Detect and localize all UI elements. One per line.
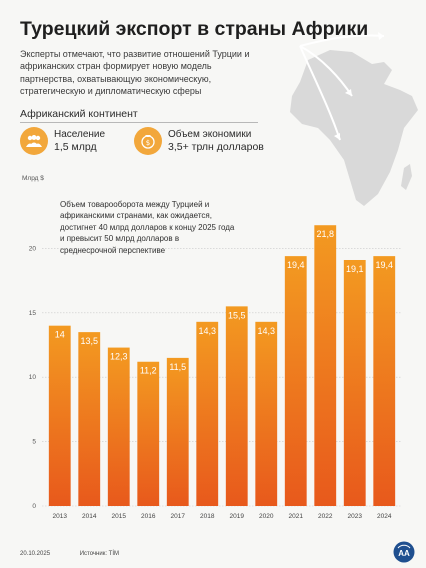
y-tick-label: 0 [32,503,36,510]
x-tick-label: 2014 [82,513,97,520]
x-tick-label: 2015 [112,513,127,520]
bar-2017 [166,357,189,506]
africa-continent-shape [290,50,418,206]
bar-2014 [78,332,101,506]
bar-value-label: 19,4 [375,260,393,270]
bar-value-label: 13,5 [80,336,98,346]
section-divider [20,122,258,123]
page-title: Турецкий экспорт в страны Африки [20,18,369,40]
x-tick-label: 2016 [141,513,156,520]
africa-map [290,32,418,206]
bar-value-label: 14,3 [257,326,275,336]
bar-2021 [284,256,307,506]
y-tick-label: 5 [32,439,36,446]
logo-text: AA [398,549,410,558]
bar-value-label: 11,5 [169,362,186,372]
bar-2016 [137,361,160,506]
y-tick-label: 20 [29,245,37,252]
export-arrow-1 [299,34,385,47]
footer-source: 20.10.2025 Источник: TİM [20,551,119,557]
population-stat: Население 1,5 млрд [20,127,105,155]
economy-value: 3,5+ трлн долларов [168,141,264,153]
bar-value-label: 15,5 [228,310,246,320]
population-value: 1,5 млрд [54,141,97,153]
publish-date: 20.10.2025 [20,551,51,557]
bar-2024 [373,256,396,506]
svg-text:$: $ [146,139,150,147]
trade-note: Объем товарооборота между Турцией и афри… [60,200,235,255]
madagascar-shape [401,164,412,190]
economy-label: Объем экономики [168,128,252,140]
money-bag-icon: $ [134,127,162,155]
bar-value-label: 12,3 [110,352,128,362]
bar-2015 [107,347,130,506]
y-axis-label: Млрд $ [22,175,44,182]
bar-value-label: 19,4 [287,260,305,270]
bar-value-label: 21,8 [316,229,334,239]
bar-value-label: 14 [55,330,65,340]
x-tick-label: 2019 [230,513,245,520]
bar-value-label: 19,1 [346,264,364,274]
export-arrow-3 [299,45,341,141]
x-tick-label: 2021 [289,513,304,520]
x-tick-label: 2023 [348,513,363,520]
economy-stat: $ Объем экономики 3,5+ трлн долларов [134,127,264,155]
x-tick-label: 2024 [377,513,392,520]
aa-logo-icon: AA [393,541,415,563]
x-tick-label: 2020 [259,513,274,520]
bar-2019 [225,306,248,506]
bar-value-label: 14,3 [198,326,216,336]
y-tick-label: 15 [29,310,37,317]
people-icon [20,127,48,155]
source-text: Источник: TİM [79,551,119,557]
bar-2022 [314,225,337,506]
x-tick-label: 2018 [200,513,215,520]
intro-text: Эксперты отмечают, что развитие отношени… [20,49,250,97]
bar-2020 [255,321,278,506]
bar-2023 [343,259,366,506]
bar-value-label: 11,2 [140,366,157,376]
x-tick-label: 2022 [318,513,333,520]
bar-2013 [48,325,71,506]
continent-label: Африканский континент [20,108,138,120]
x-tick-label: 2017 [171,513,186,520]
bar-2018 [196,321,219,506]
y-tick-label: 10 [29,374,37,381]
population-label: Население [54,128,106,140]
x-tick-label: 2013 [53,513,68,520]
